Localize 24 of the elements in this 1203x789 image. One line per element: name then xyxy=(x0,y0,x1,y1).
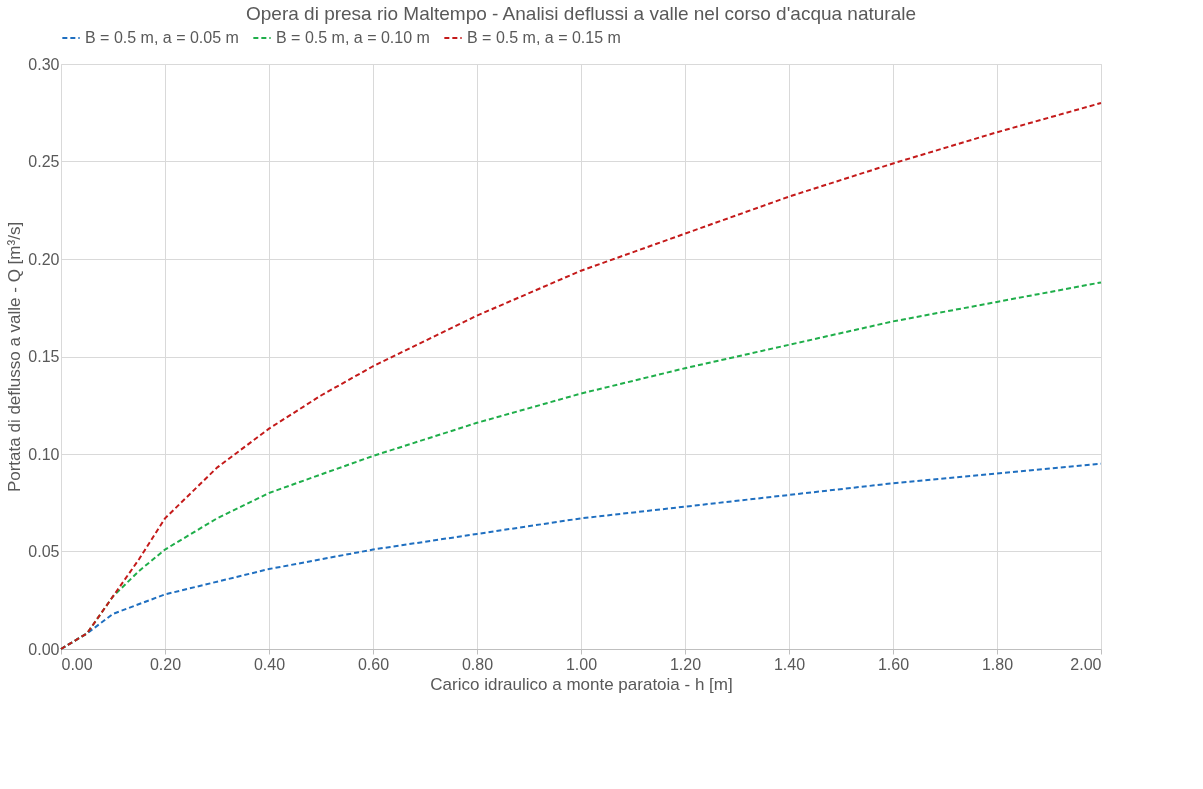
x-tick-label: 0.20 xyxy=(149,655,182,673)
y-tick-label: 0.25 xyxy=(28,153,60,170)
chart-title: Opera di presa rio Maltempo - Analisi deflussi a valle nel corso d'acqua naturale xyxy=(245,3,917,24)
x-tick-label: 1.40 xyxy=(773,655,806,673)
y-tick-label: 0.15 xyxy=(28,348,60,365)
x-tick-label: 1.80 xyxy=(981,655,1014,673)
x-axis-title: Carico idraulico a monte paratoia - h [m] xyxy=(430,674,733,694)
x-tick-label: 0.60 xyxy=(357,655,390,673)
x-tick-label: 1.00 xyxy=(565,655,598,673)
x-tick-label: 0.80 xyxy=(461,655,494,673)
x-tick-label: 1.60 xyxy=(877,655,910,673)
legend-label: B = 0.5 m, a = 0.10 m xyxy=(276,29,430,46)
x-tick-label: 1.20 xyxy=(669,655,702,673)
x-tick-label: 2.00 xyxy=(1070,655,1102,673)
y-tick-label: 0.05 xyxy=(28,543,60,560)
y-tick-label: 0.30 xyxy=(28,55,60,73)
legend-label: B = 0.5 m, a = 0.15 m xyxy=(467,29,621,46)
y-tick-label: 0.00 xyxy=(28,640,60,658)
x-tick-label: 0.00 xyxy=(61,655,93,673)
y-tick-label: 0.10 xyxy=(28,445,60,463)
x-tick-label: 0.40 xyxy=(253,655,286,673)
y-tick-label: 0.20 xyxy=(28,250,60,268)
legend-label: B = 0.5 m, a = 0.05 m xyxy=(85,29,239,46)
y-axis-title: Portata di deflusso a valle - Q [m³/s] xyxy=(5,221,25,493)
